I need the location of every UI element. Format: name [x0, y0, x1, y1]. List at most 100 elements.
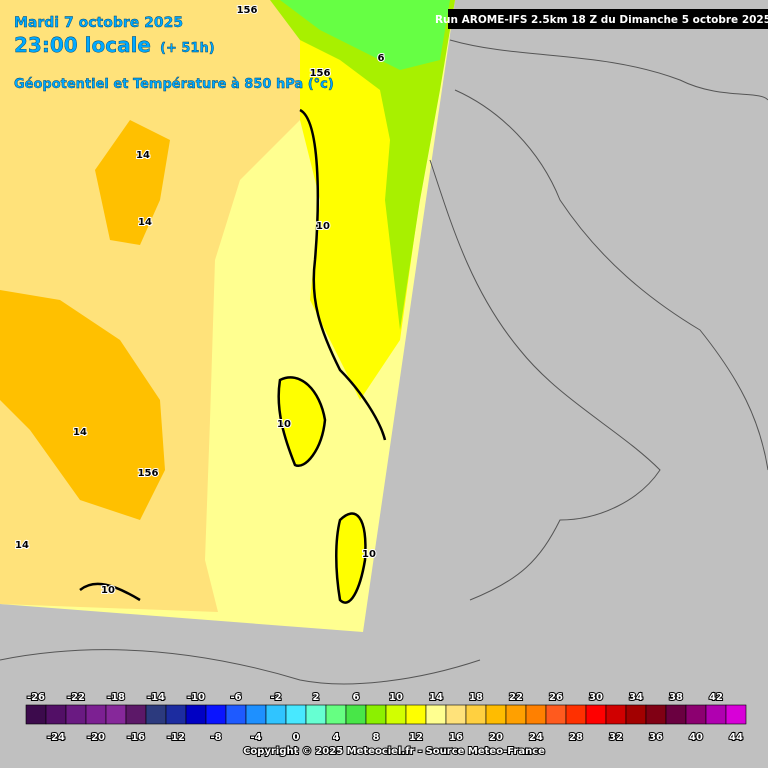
legend-swatch — [365, 704, 387, 725]
legend-swatch — [565, 704, 587, 725]
legend-label: -2 — [270, 692, 281, 703]
contour-label: 156 — [310, 68, 331, 79]
coast-adriatic — [454, 89, 768, 471]
legend-label: 14 — [429, 692, 443, 703]
legend-swatch — [665, 704, 687, 725]
contour-10b — [79, 582, 141, 602]
legend-swatch — [205, 704, 227, 725]
date: Mardi 7 octobre 2025 — [14, 15, 183, 31]
legend-label: -14 — [147, 692, 165, 703]
contour-label: 156 — [237, 5, 258, 16]
legend-swatch — [725, 704, 747, 725]
legend-label: 10 — [389, 692, 403, 703]
contour-label: 10 — [362, 549, 376, 560]
legend-label: 20 — [489, 732, 503, 743]
color-legend: -26-24-22-20-18-16-14-12-10-8-6-4-202468… — [25, 691, 747, 744]
legend-label: 2 — [313, 692, 320, 703]
legend-label: -24 — [47, 732, 65, 743]
legend-swatch — [165, 704, 187, 725]
contour-labels: 156 6 156 14 14 10 10 14 156 14 10 10 — [14, 4, 385, 597]
border-north — [449, 39, 768, 101]
legend-label: 18 — [469, 692, 483, 703]
legend-label: 34 — [629, 692, 643, 703]
legend-swatch — [125, 704, 147, 725]
corsica — [277, 376, 327, 467]
field-name: Géopotentiel et Température à 850 hPa (°… — [14, 77, 334, 92]
contour-label: 10 — [316, 221, 330, 232]
legend-swatch — [425, 704, 447, 725]
legend-label: 38 — [669, 692, 683, 703]
legend-swatch — [545, 704, 567, 725]
legend-swatch — [505, 704, 527, 725]
contour-label: 6 — [378, 53, 385, 64]
legend-label: -18 — [107, 692, 125, 703]
contour-label: 14 — [15, 540, 29, 551]
legend-label: 26 — [549, 692, 563, 703]
legend-label: -22 — [67, 692, 85, 703]
legend-label: -20 — [87, 732, 105, 743]
legend-swatch — [65, 704, 87, 725]
legend-swatch — [605, 704, 627, 725]
legend-swatch — [705, 704, 727, 725]
legend-label: 40 — [689, 732, 703, 743]
legend-swatch — [525, 704, 547, 725]
zone-6 — [280, 0, 450, 70]
legend-swatch — [285, 704, 307, 725]
borders — [0, 39, 768, 685]
legend-swatch — [385, 704, 407, 725]
legend-swatch — [465, 704, 487, 725]
legend-label: 44 — [729, 732, 743, 743]
local-time: 23:00 locale — [14, 33, 151, 57]
run-info: Run AROME-IFS 2.5km 18 Z du Dimanche 5 o… — [435, 14, 768, 26]
coast-africa — [0, 649, 481, 685]
legend-swatch — [345, 704, 367, 725]
legend-label: 28 — [569, 732, 583, 743]
sardinia — [335, 512, 367, 604]
legend-swatch — [685, 704, 707, 725]
legend-label: -8 — [210, 732, 221, 743]
legend-swatch — [485, 704, 507, 725]
legend-swatch — [25, 704, 47, 725]
legend-swatch — [625, 704, 647, 725]
legend-label: 36 — [649, 732, 663, 743]
contour-label: 14 — [138, 217, 152, 228]
legend-label: -10 — [187, 692, 205, 703]
legend-label: 22 — [509, 692, 523, 703]
zone-16 — [0, 290, 165, 520]
legend-swatch — [225, 704, 247, 725]
legend-swatch — [85, 704, 107, 725]
legend-swatch — [445, 704, 467, 725]
contour-label: 156 — [138, 468, 159, 479]
model-domain — [0, 0, 455, 632]
legend-swatch — [585, 704, 607, 725]
contour-10 — [299, 108, 387, 441]
legend-label: 8 — [373, 732, 380, 743]
contour-label: 10 — [101, 585, 115, 596]
legend-swatch — [405, 704, 427, 725]
legend-swatch — [645, 704, 667, 725]
legend-label: -26 — [27, 692, 45, 703]
legend-label: -4 — [250, 732, 261, 743]
lead-time: (+ 51h) — [160, 41, 215, 56]
legend-label: 4 — [333, 732, 340, 743]
legend-swatch — [145, 704, 167, 725]
legend-label: -6 — [230, 692, 241, 703]
legend-label: -16 — [127, 732, 145, 743]
legend-label: 0 — [293, 732, 300, 743]
legend-label: 32 — [609, 732, 623, 743]
contour-label: 14 — [73, 427, 87, 438]
legend-swatch — [305, 704, 327, 725]
legend-swatch — [245, 704, 267, 725]
legend-swatch — [325, 704, 347, 725]
copyright: Copyright © 2025 Meteociel.fr - Source M… — [243, 746, 545, 757]
coast-italy — [429, 159, 661, 601]
legend-label: 12 — [409, 732, 423, 743]
legend-swatch — [105, 704, 127, 725]
run-box — [448, 9, 768, 29]
legend-label: 6 — [353, 692, 360, 703]
legend-swatch — [265, 704, 287, 725]
legend-swatch — [185, 704, 207, 725]
contour-label: 10 — [277, 419, 291, 430]
legend-label: 16 — [449, 732, 463, 743]
